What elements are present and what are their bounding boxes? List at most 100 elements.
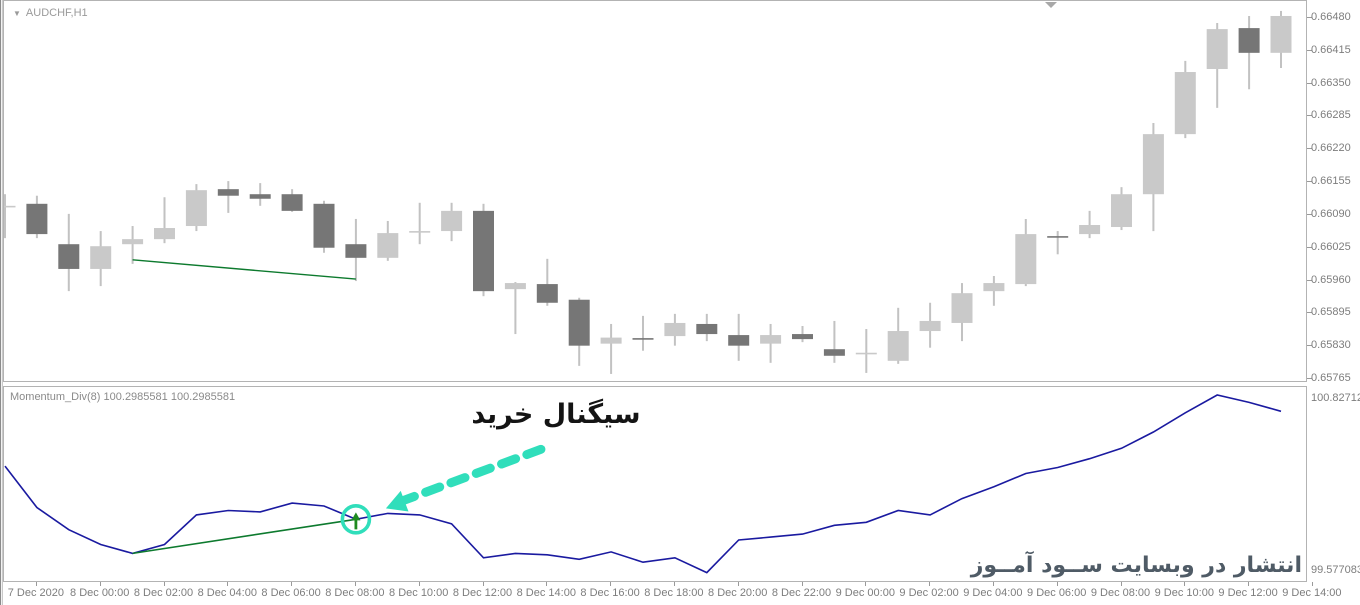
time-axis-tick xyxy=(546,582,548,586)
price-axis-tick xyxy=(1307,345,1312,347)
time-axis-tick xyxy=(673,582,675,586)
time-axis-tick xyxy=(865,582,867,586)
time-axis-label: 8 Dec 10:00 xyxy=(389,587,449,599)
time-axis-tick xyxy=(992,582,994,586)
price-axis-label: 0.65960 xyxy=(1311,273,1351,286)
price-axis-label: 0.66285 xyxy=(1311,109,1351,122)
buy-signal-arrow-shaft xyxy=(399,444,546,505)
time-axis-label: 9 Dec 14:00 xyxy=(1282,587,1342,599)
candle-body xyxy=(760,335,782,344)
candle-body xyxy=(4,205,16,208)
time-axis-label: 8 Dec 22:00 xyxy=(771,587,832,599)
price-axis-label: 0.65830 xyxy=(1311,339,1351,352)
time-axis-tick xyxy=(1311,582,1313,586)
symbol-dropdown[interactable]: ▼ AUDCHF,H1 xyxy=(13,7,88,19)
time-axis-label: 9 Dec 10:00 xyxy=(1154,587,1214,599)
candle-body xyxy=(1238,28,1260,53)
time-axis-tick xyxy=(1184,582,1186,586)
price-axis-label: 0.66155 xyxy=(1311,175,1351,188)
candle-body xyxy=(536,284,558,303)
price-axis-tick xyxy=(1307,181,1312,183)
time-axis-label: 8 Dec 04:00 xyxy=(197,587,257,599)
time-axis-label: 9 Dec 12:00 xyxy=(1218,587,1278,599)
price-axis-label: 0.65895 xyxy=(1311,306,1351,319)
candle-body xyxy=(441,210,463,232)
indicator-panel[interactable]: Momentum_Div(8) 100.2985581 100.2985581 … xyxy=(3,386,1307,582)
candle-body xyxy=(823,349,845,356)
candle-body xyxy=(728,335,750,346)
triangle-down-icon: ▼ xyxy=(13,8,21,18)
time-axis-tick xyxy=(737,582,739,586)
time-axis-label: 8 Dec 16:00 xyxy=(580,587,640,599)
candle-body xyxy=(600,337,622,344)
time-axis-label: 9 Dec 02:00 xyxy=(899,587,959,599)
indicator-canvas xyxy=(4,394,1282,574)
candle-body xyxy=(951,293,973,323)
time-axis-label: 8 Dec 00:00 xyxy=(70,587,130,599)
price-axis-tick xyxy=(1307,279,1312,281)
watermark-text: انتشار در وبسایت ســود آمــوز xyxy=(970,553,1302,578)
time-axis-label: 8 Dec 08:00 xyxy=(325,587,385,599)
candle-body xyxy=(919,320,941,332)
buy-signal-label: سیگنال خرید xyxy=(471,399,641,430)
candle-body xyxy=(377,233,399,258)
price-axis-tick xyxy=(1307,312,1312,314)
time-axis-tick xyxy=(99,582,101,586)
candle-body xyxy=(185,190,207,227)
indicator-axis-max-label: 100.827126 xyxy=(1311,392,1360,404)
candle-body xyxy=(664,322,686,337)
time-axis-tick xyxy=(35,582,37,586)
price-axis-tick xyxy=(1307,82,1312,84)
time-axis-tick xyxy=(801,582,803,586)
time-axis-tick xyxy=(1248,582,1250,586)
indicator-axis-min-label: 99.577083 xyxy=(1311,564,1360,576)
time-axis-label: 7 Dec 2020 xyxy=(7,587,65,599)
time-axis-label: 9 Dec 00:00 xyxy=(835,587,895,599)
time-axis-tick xyxy=(1056,582,1058,586)
candle-body xyxy=(1047,236,1069,238)
momentum-line xyxy=(4,394,1282,574)
price-axis-label: 0.66220 xyxy=(1311,142,1351,155)
time-axis-tick xyxy=(227,582,229,586)
candle-body xyxy=(632,338,654,340)
time-axis-label: 8 Dec 02:00 xyxy=(133,587,194,599)
candle-body xyxy=(409,231,431,233)
price-axis-label: 0.66090 xyxy=(1311,207,1351,220)
time-axis-label: 8 Dec 12:00 xyxy=(452,587,513,599)
candle-body xyxy=(1111,194,1132,228)
price-trendline xyxy=(132,259,356,280)
price-axis-tick xyxy=(1307,49,1312,51)
candle-body xyxy=(1079,225,1101,235)
candle-body xyxy=(568,299,590,346)
candle-body xyxy=(154,228,175,240)
window-left-border xyxy=(0,0,3,605)
candle-body xyxy=(281,194,303,211)
price-axis-tick xyxy=(1307,115,1312,117)
candle-body xyxy=(983,283,1005,292)
time-axis-label: 8 Dec 18:00 xyxy=(644,587,704,599)
candle-body xyxy=(90,246,112,269)
candle-body xyxy=(1270,15,1292,53)
time-axis-label: 8 Dec 14:00 xyxy=(516,587,576,599)
time-axis-label: 9 Dec 04:00 xyxy=(963,587,1023,599)
buy-signal-circle xyxy=(340,504,372,535)
symbol-label: AUDCHF,H1 xyxy=(25,7,88,19)
price-axis-label: 0.66025 xyxy=(1311,240,1351,253)
indicator-value-1: 100.2985581 xyxy=(103,391,168,403)
price-axis-label: 0.65765 xyxy=(1311,372,1351,384)
candle-body xyxy=(1206,29,1228,69)
time-axis-label: 9 Dec 08:00 xyxy=(1090,587,1151,599)
candle-body xyxy=(122,239,144,245)
candle-body xyxy=(696,323,718,335)
candle-body xyxy=(1142,134,1164,195)
time-axis-label: 9 Dec 06:00 xyxy=(1027,587,1087,599)
candle-body xyxy=(855,352,877,355)
time-axis-tick xyxy=(929,582,931,586)
price-axis-tick xyxy=(1307,148,1312,150)
price-chart-panel[interactable]: ▼ AUDCHF,H1 xyxy=(3,0,1307,382)
time-axis-tick xyxy=(1120,582,1122,586)
time-axis-tick xyxy=(610,582,612,586)
time-axis-tick xyxy=(418,582,420,586)
candle-body xyxy=(473,210,494,292)
candle-body xyxy=(26,203,48,235)
